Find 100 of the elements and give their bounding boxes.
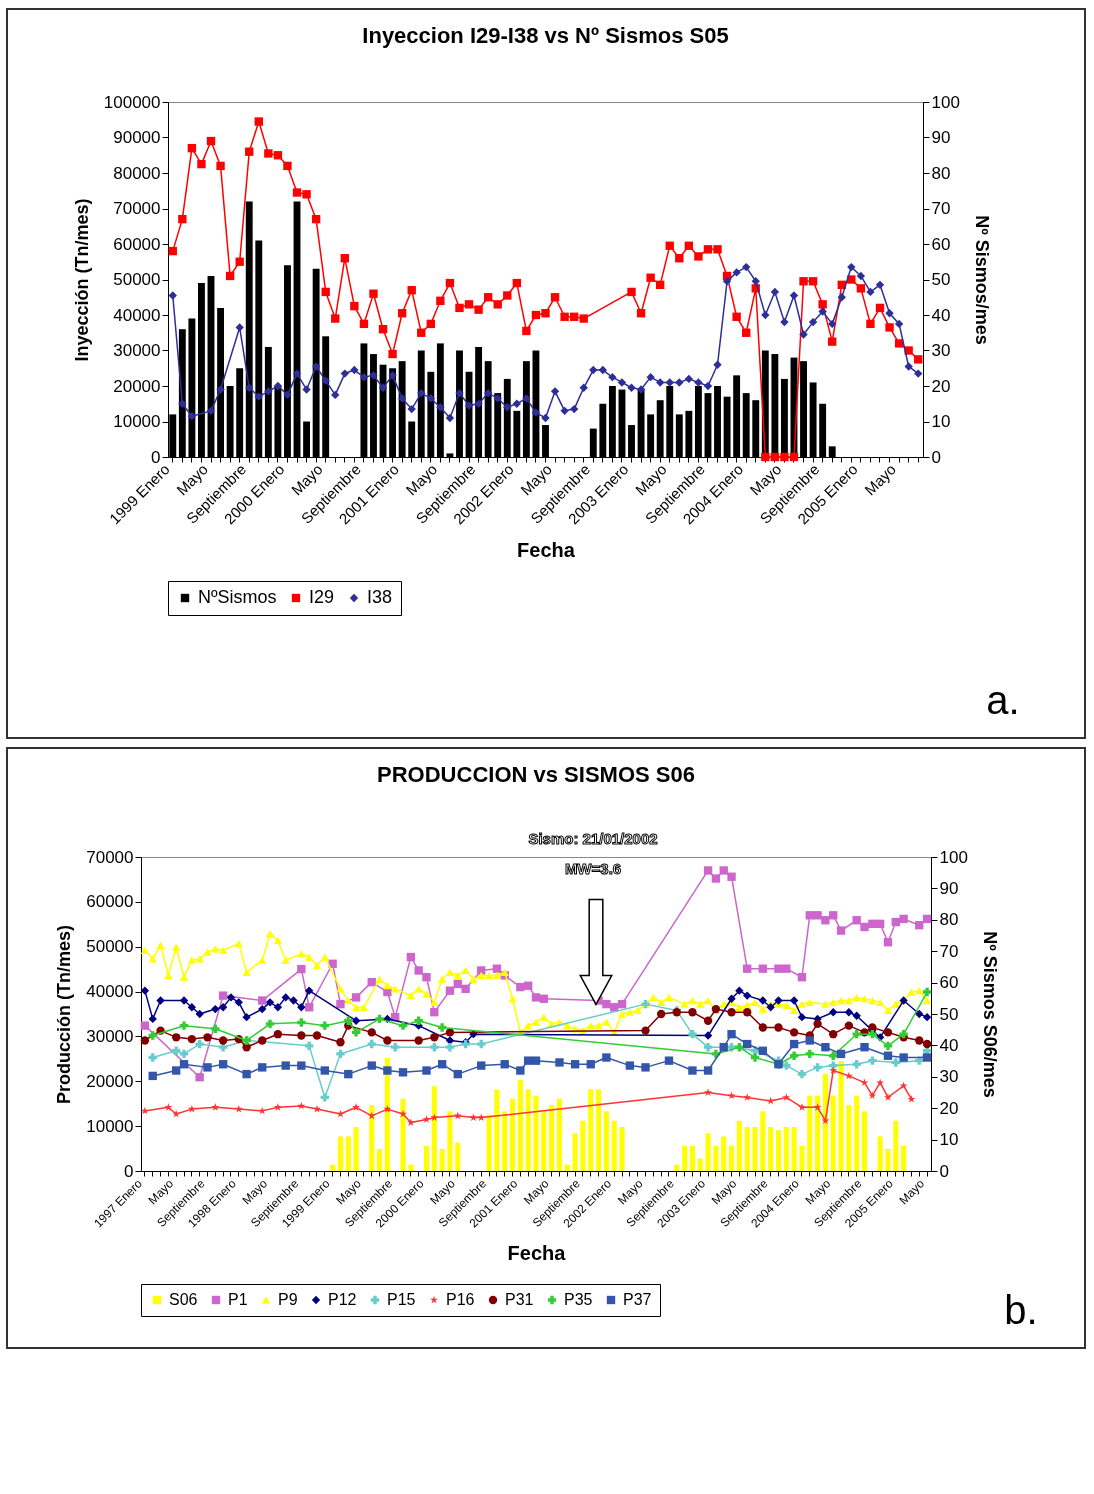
y2-tick-label: 100 [931,92,960,112]
y2-tick-label: 90 [939,878,958,898]
point [241,1012,251,1022]
bar [525,1089,531,1171]
y-tick-label: 60000 [112,234,160,254]
y-tick-label: 0 [150,447,160,467]
point [750,1053,759,1062]
y2-tick-label: 40 [931,305,950,325]
bar [798,1145,804,1171]
bar [619,1127,625,1171]
text: b. [1003,1288,1038,1332]
y2-axis-title: Nº Sismos S06/mes [979,931,1000,1098]
point [828,1066,837,1074]
bar [767,1127,773,1171]
point [273,1103,282,1111]
point [891,1058,900,1067]
y2-tick-label: 70 [939,941,958,961]
text: a. [985,678,1020,722]
point [140,1036,149,1045]
point [335,1049,345,1059]
point [711,874,720,883]
point [703,866,712,875]
y2-tick-label: 10 [939,1130,958,1150]
point [687,1008,697,1017]
point [140,1021,149,1030]
point [844,1008,853,1017]
y-tick-label: 0 [123,1161,133,1181]
bar [736,1120,742,1171]
point [765,1003,775,1012]
y2-tick-label: 70 [931,199,950,218]
point [406,1118,415,1126]
point [140,986,149,995]
point [758,964,767,973]
bar [572,1133,578,1171]
point [320,1093,329,1102]
point [296,1018,306,1027]
point [883,1093,892,1101]
bar [853,1095,859,1171]
bar [431,1086,437,1171]
point [437,1060,446,1069]
point [758,1046,767,1055]
point [194,1009,204,1019]
bar [329,1164,335,1171]
point [859,1043,869,1052]
point [476,1113,485,1122]
point [789,996,798,1005]
point [187,1003,196,1012]
point [531,993,540,1002]
point [257,1004,266,1014]
legend-label: S06 [168,1291,198,1308]
bar [486,1114,492,1171]
point [406,952,415,962]
point [218,1060,227,1069]
point [179,1021,188,1030]
bar [775,1130,781,1171]
bar [892,1120,898,1171]
point [296,1031,306,1040]
point [625,1061,634,1070]
point [726,872,736,881]
point [906,1095,915,1103]
legend-label: P9 [277,1291,298,1308]
point [398,1021,407,1030]
point [179,1049,188,1059]
bar [697,1158,703,1171]
y-axis-title: Producción (Tn/mes) [53,924,74,1105]
point [515,982,525,992]
bar [564,1164,570,1171]
point [797,973,806,982]
point [914,1036,923,1045]
y2-axis-title: Nº Sismos/mes [971,215,992,345]
point [320,1021,329,1030]
y2-tick-label: 90 [931,128,950,147]
point [187,1104,196,1113]
point [241,1069,251,1079]
point [805,1049,814,1059]
point [867,1030,877,1039]
point [304,986,313,995]
point [914,921,923,930]
point [726,1008,736,1017]
y2-tick-label: 0 [939,1161,949,1181]
y2-tick-label: 50 [939,1004,958,1024]
point [460,984,470,994]
point [828,1008,837,1017]
y-tick-label: 70000 [85,847,133,867]
point [875,919,884,929]
point [202,1033,212,1042]
bar [845,1105,851,1171]
point [867,919,877,929]
chart-title: PRODUCCION vs SISMOS S06 [376,762,695,787]
point [273,1030,282,1039]
point [875,1078,884,1087]
y-tick-label: 60000 [85,892,133,912]
bar [681,1145,687,1171]
point [445,986,454,995]
y2-tick-label: 50 [931,270,950,289]
x-axis-title: Fecha [516,539,576,562]
bar [556,1098,562,1171]
point [727,1091,736,1100]
point [429,1113,438,1122]
point [335,1038,345,1047]
